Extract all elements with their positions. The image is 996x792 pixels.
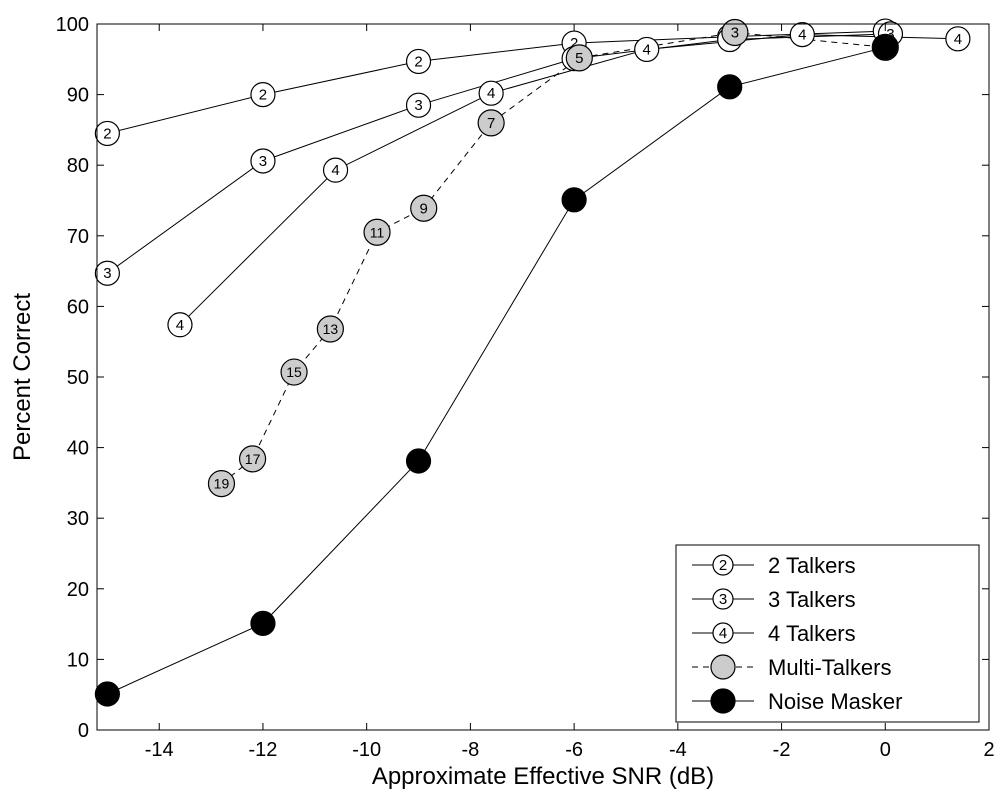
data-label: 15 [286, 364, 302, 380]
data-point [478, 80, 504, 106]
data-label: 4 [643, 41, 651, 58]
data-label: 2 [103, 125, 111, 142]
data-point [207, 470, 236, 498]
legend-marker [712, 588, 734, 610]
data-point [238, 445, 267, 473]
data-point [250, 610, 276, 636]
x-axis-label: Approximate Effective SNR (dB) [372, 763, 714, 790]
y-tick-label: 20 [67, 579, 89, 601]
legend-entry-label: 2 Talkers [768, 553, 856, 578]
data-point [565, 44, 593, 72]
series-line [107, 46, 886, 695]
data-label: 3 [103, 265, 111, 282]
y-tick-label: 80 [67, 155, 89, 177]
x-tick-label: 0 [880, 739, 891, 761]
legend-marker [712, 554, 734, 576]
data-label: 2 [259, 87, 267, 104]
y-axis-label: Percent Correct [9, 293, 36, 461]
data-point [634, 36, 660, 63]
data-point [477, 109, 505, 137]
data-point [94, 681, 120, 707]
x-tick-label: -4 [669, 739, 687, 761]
axis-ticks: -14 -12 -10 -8 -6 -4 -2 0 2010203040506070809010… [56, 14, 995, 761]
series-line [107, 30, 886, 134]
data-point [250, 148, 276, 174]
data-label: 2 [719, 557, 727, 574]
x-tick-label: -6 [565, 739, 583, 761]
data-label: 11 [370, 224, 385, 240]
x-tick-label: -8 [461, 739, 479, 761]
data-label: 7 [487, 115, 495, 132]
data-point [721, 18, 749, 47]
data-label: 4 [798, 27, 806, 44]
data-point [872, 34, 898, 60]
y-tick-label: 90 [67, 85, 89, 107]
data-point [280, 358, 308, 386]
legend-marker [710, 688, 736, 714]
data-label: 3 [886, 26, 894, 43]
legend: 2 2 Talkers 3 3 Talkers 4 4 Talkers Multi-Talk… [675, 544, 980, 723]
data-point [316, 315, 344, 343]
data-label: 4 [331, 162, 339, 179]
data-label: 4 [176, 317, 184, 334]
data-label: 4 [487, 85, 495, 102]
data-point [945, 26, 971, 52]
legend-marker [712, 622, 734, 644]
data-label: 4 [719, 625, 727, 642]
data-label: 3 [414, 97, 422, 114]
data-label: 5 [575, 50, 583, 67]
data-point [405, 448, 432, 474]
series-markers-group: 4 4 4 4 4 4 [167, 21, 971, 338]
data-point [250, 81, 276, 108]
x-tick-label: -12 [249, 739, 278, 761]
data-point [94, 120, 120, 147]
data-label: 4 [954, 31, 962, 48]
data-label: 3 [259, 153, 267, 170]
series-markers-group [94, 34, 898, 707]
data-label: 2 [414, 53, 422, 70]
y-tick-label: 50 [67, 367, 89, 389]
data-label: 9 [420, 200, 428, 217]
data-point [717, 74, 743, 100]
data-label: 3 [731, 24, 739, 41]
data-label: 3 [719, 591, 727, 608]
data-point [94, 260, 120, 286]
data-label: 17 [245, 451, 261, 467]
legend-entry-label: 4 Talkers [768, 621, 856, 646]
data-point [789, 21, 815, 48]
y-tick-label: 10 [67, 649, 89, 671]
x-tick-label: -10 [352, 739, 381, 761]
data-label: 2 [570, 35, 578, 52]
data-point [167, 312, 193, 338]
series-line [179, 34, 958, 326]
y-tick-label: 100 [56, 14, 89, 36]
legend-marker [710, 654, 736, 680]
y-tick-label: 60 [67, 296, 89, 318]
data-point [405, 48, 432, 75]
x-tick-label: 2 [983, 739, 994, 761]
data-point [561, 187, 587, 213]
data-point [363, 218, 391, 246]
legend-entry-label: 3 Talkers [768, 587, 856, 612]
legend-entry-label: Multi-Talkers [768, 655, 891, 680]
series-markers: 222222333333444444191715131197532 [94, 18, 971, 707]
y-tick-label: 70 [67, 226, 89, 248]
data-label: 19 [214, 476, 230, 492]
x-tick-label: -2 [773, 739, 791, 761]
y-tick-label: 0 [78, 720, 89, 742]
y-tick-label: 40 [67, 438, 89, 460]
y-tick-label: 30 [67, 508, 89, 530]
data-label: 13 [323, 321, 339, 337]
data-point [322, 157, 349, 183]
x-tick-label: -14 [145, 739, 174, 761]
data-point [405, 92, 432, 118]
legend-entry-label: Noise Masker [768, 689, 902, 714]
data-point [410, 194, 438, 222]
